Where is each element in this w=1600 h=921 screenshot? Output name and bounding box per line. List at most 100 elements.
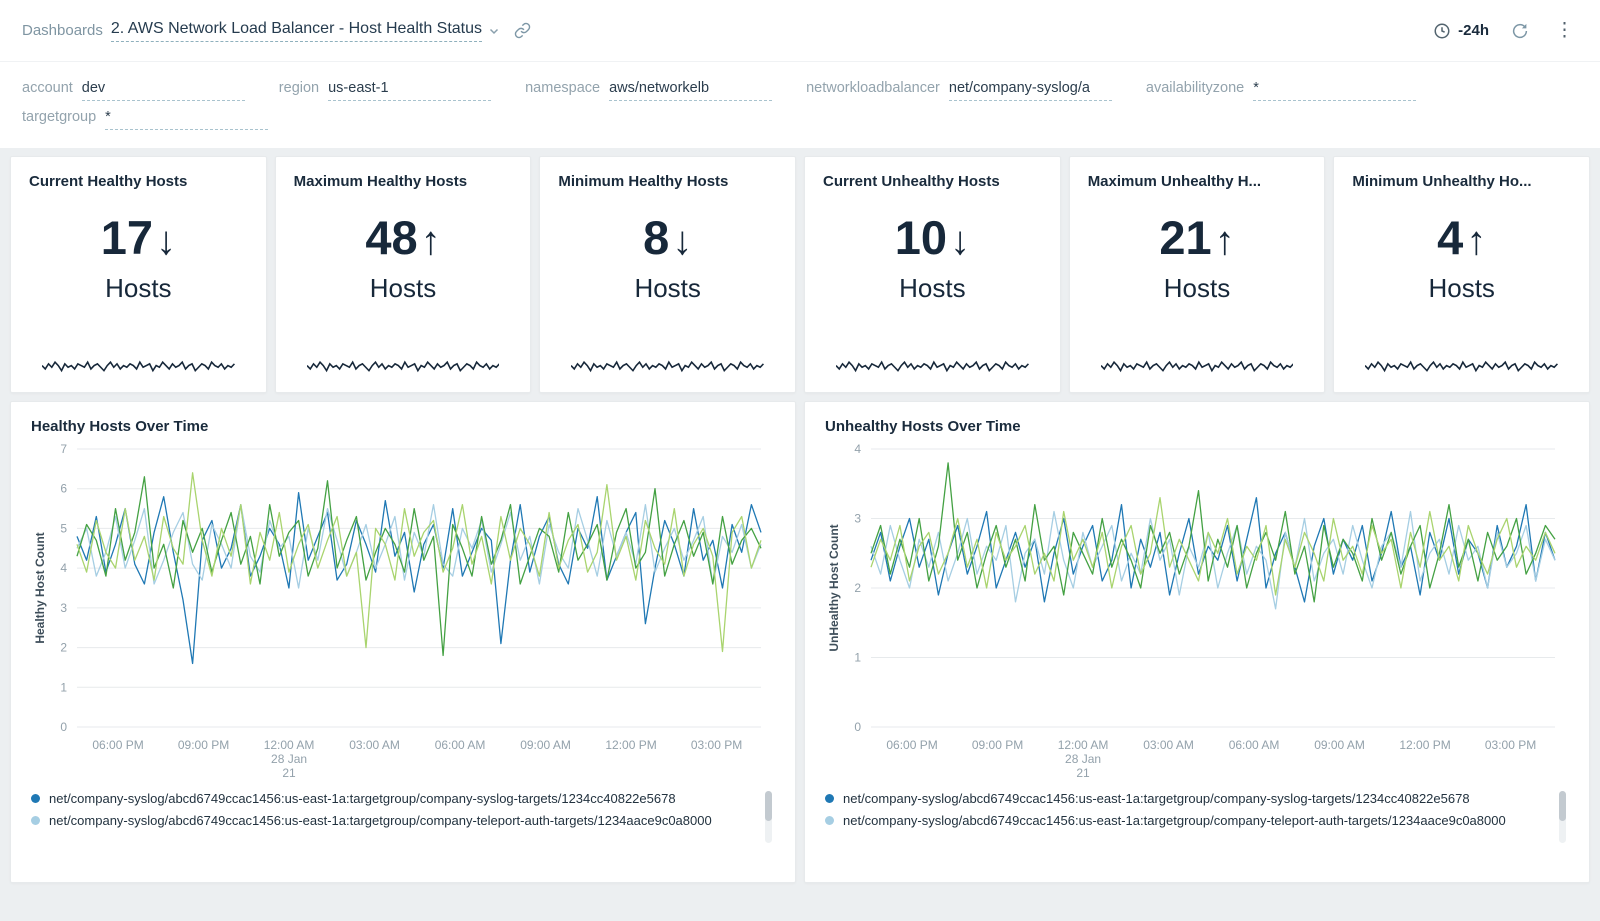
- filter-availabilityzone[interactable]: availabilityzone *: [1145, 80, 1417, 101]
- line-series-4: [76, 472, 762, 653]
- healthy-hosts-chart[interactable]: 0 1 2 3 4 5 6 7 06:00 PM 09:00 PM 12:00 AM 28 Jan 21…: [31, 437, 775, 785]
- sparkline: [42, 359, 234, 374]
- panel-unhealthy-hosts-over-time: Unhealthy Hosts Over Time 0 1 2 3 4 06:00 PM 0…: [804, 401, 1590, 883]
- stat-value: 17↓: [100, 211, 176, 264]
- filter-label: availabilityzone: [1145, 80, 1245, 96]
- y-tick-label: 2: [854, 581, 861, 595]
- filter-value[interactable]: net/company-syslog/a: [948, 80, 1112, 101]
- trend-up-arrow-icon: ↑: [1466, 219, 1487, 263]
- filter-value[interactable]: us-east-1: [328, 80, 492, 101]
- legend-label: net/company-syslog/abcd6749ccac1456:us-e…: [49, 791, 676, 806]
- x-tick-label: 03:00 PM: [1485, 738, 1536, 752]
- y-tick-label: 7: [60, 442, 67, 456]
- panel-minimum-healthy-hosts[interactable]: Minimum Healthy Hosts 8↓ Hosts: [539, 156, 797, 393]
- dashboard-title-dropdown[interactable]: 2. AWS Network Load Balancer - Host Heal…: [110, 20, 500, 42]
- filter-label: namespace: [525, 80, 601, 96]
- panel-healthy-hosts-over-time: Healthy Hosts Over Time 0 1 2 3 4 5 6 7 06:00 PM…: [10, 401, 796, 883]
- stat-unit: Hosts: [105, 273, 172, 303]
- x-tick-label: 06:00 PM: [92, 738, 143, 752]
- stat-title: Maximum Unhealthy H...: [1087, 173, 1262, 190]
- time-range-label: -24h: [1458, 22, 1489, 39]
- y-tick-label: 1: [60, 680, 67, 694]
- x-tick-label: 09:00 PM: [178, 738, 229, 752]
- panel-maximum-unhealthy-hosts[interactable]: Maximum Unhealthy H... 21↑ Hosts: [1068, 156, 1326, 393]
- chart-title: Healthy Hosts Over Time: [31, 418, 209, 435]
- stat-value: 10↓: [894, 211, 970, 264]
- unhealthy-hosts-chart[interactable]: 0 1 2 3 4 06:00 PM 09:00 PM 12:00 AM 28 Jan 21 03:…: [825, 437, 1569, 785]
- refresh-icon[interactable]: [1511, 22, 1529, 40]
- stat-value: 8↓: [643, 211, 693, 264]
- legend-item[interactable]: net/company-syslog/abcd6749ccac1456:us-e…: [31, 789, 751, 809]
- legend-scrollbar[interactable]: [1559, 791, 1566, 843]
- y-tick-label: 5: [60, 521, 67, 535]
- line-series-3: [76, 476, 762, 657]
- sparkline-path: [1365, 362, 1557, 370]
- legend-color-dot: [825, 816, 834, 825]
- x-tick-label: 12:00 PM: [605, 738, 656, 752]
- filter-row-2: targetgroup *: [22, 109, 1578, 130]
- y-axis-title: UnHealthy Host Count: [827, 524, 841, 651]
- legend-item[interactable]: net/company-syslog/abcd6749ccac1456:us-e…: [825, 811, 1545, 831]
- trend-down-arrow-icon: ↓: [155, 219, 176, 263]
- sparkline: [307, 359, 499, 374]
- time-range-button[interactable]: -24h: [1433, 22, 1489, 40]
- line-series-1: [870, 497, 1556, 603]
- legend-label: net/company-syslog/abcd6749ccac1456:us-e…: [843, 813, 1506, 828]
- panel-current-unhealthy-hosts[interactable]: Current Unhealthy Hosts 10↓ Hosts: [804, 156, 1061, 393]
- legend-area: net/company-syslog/abcd6749ccac1456:us-e…: [825, 789, 1569, 874]
- panel-current-healthy-hosts[interactable]: Current Healthy Hosts 17↓ Hosts: [10, 156, 267, 393]
- legend-item[interactable]: net/company-syslog/abcd6749ccac1456:us-e…: [31, 811, 751, 831]
- filter-value[interactable]: aws/networkelb: [609, 80, 773, 101]
- y-tick-label: 4: [854, 442, 861, 456]
- sparkline-path: [1101, 362, 1293, 370]
- scrollbar-thumb[interactable]: [1559, 791, 1566, 821]
- legend-scrollbar[interactable]: [765, 791, 772, 843]
- legend-area: net/company-syslog/abcd6749ccac1456:us-e…: [31, 789, 775, 874]
- line-series-3: [870, 462, 1556, 603]
- trend-down-arrow-icon: ↓: [672, 219, 693, 263]
- panel-minimum-unhealthy-hosts[interactable]: Minimum Unhealthy Ho... 4↑ Hosts: [1333, 156, 1591, 393]
- stat-value: 4↑: [1437, 211, 1487, 264]
- legend-color-dot: [31, 794, 40, 803]
- y-tick-label: 1: [854, 651, 861, 665]
- y-tick-label: 2: [60, 641, 67, 655]
- stat-title: Maximum Healthy Hosts: [293, 173, 468, 190]
- chart-legend: net/company-syslog/abcd6749ccac1456:us-e…: [31, 789, 775, 841]
- filter-label: targetgroup: [22, 109, 97, 125]
- filter-label: region: [278, 80, 320, 96]
- filter-value[interactable]: *: [1253, 80, 1417, 101]
- filter-value[interactable]: *: [105, 109, 269, 130]
- timeseries-plot: 0 1 2 3 4 06:00 PM 09:00 PM 12:00 AM 28 Jan 21 03:…: [827, 442, 1556, 780]
- filter-targetgroup[interactable]: targetgroup *: [22, 109, 269, 130]
- trend-up-arrow-icon: ↑: [420, 219, 441, 263]
- topbar: Dashboards 2. AWS Network Load Balancer …: [0, 0, 1600, 62]
- x-tick-label: 06:00 AM: [1229, 738, 1280, 752]
- link-icon[interactable]: [514, 22, 531, 39]
- filter-region[interactable]: region us-east-1: [278, 80, 492, 101]
- scrollbar-thumb[interactable]: [765, 791, 772, 821]
- x-tick-label: 03:00 PM: [691, 738, 742, 752]
- trend-down-arrow-icon: ↓: [949, 219, 970, 263]
- stat-unit: Hosts: [1428, 273, 1495, 303]
- breadcrumb[interactable]: Dashboards: [22, 22, 103, 39]
- filter-namespace[interactable]: namespace aws/networkelb: [525, 80, 773, 101]
- filter-account[interactable]: account dev: [22, 80, 245, 101]
- filter-bar: account dev region us-east-1 namespace a…: [0, 62, 1600, 148]
- chart-title: Unhealthy Hosts Over Time: [825, 418, 1021, 435]
- panel-maximum-healthy-hosts[interactable]: Maximum Healthy Hosts 48↑ Hosts: [274, 156, 532, 393]
- chart-legend: net/company-syslog/abcd6749ccac1456:us-e…: [825, 789, 1569, 841]
- sparkline: [836, 359, 1028, 374]
- legend-item[interactable]: net/company-syslog/abcd6749ccac1456:us-e…: [825, 789, 1545, 809]
- dashboard-content: Current Healthy Hosts 17↓ Hosts Maximum …: [0, 148, 1600, 883]
- sparkline: [571, 359, 763, 374]
- y-tick-label: 6: [60, 482, 67, 496]
- x-tick-label: 09:00 AM: [1314, 738, 1365, 752]
- kebab-menu-icon[interactable]: ⋮: [1555, 20, 1574, 41]
- filter-networkloadbalancer[interactable]: networkloadbalancer net/company-syslog/a: [806, 80, 1112, 101]
- filter-value[interactable]: dev: [81, 80, 245, 101]
- timeseries-plot: 0 1 2 3 4 5 6 7 06:00 PM 09:00 PM 12:00 AM 28 Jan 21…: [33, 442, 762, 780]
- sparkline-path: [836, 362, 1028, 370]
- stat-panels-row: Current Healthy Hosts 17↓ Hosts Maximum …: [10, 156, 1591, 393]
- stat-title: Current Unhealthy Hosts: [823, 173, 1000, 190]
- x-tick-label: 03:00 AM: [349, 738, 400, 752]
